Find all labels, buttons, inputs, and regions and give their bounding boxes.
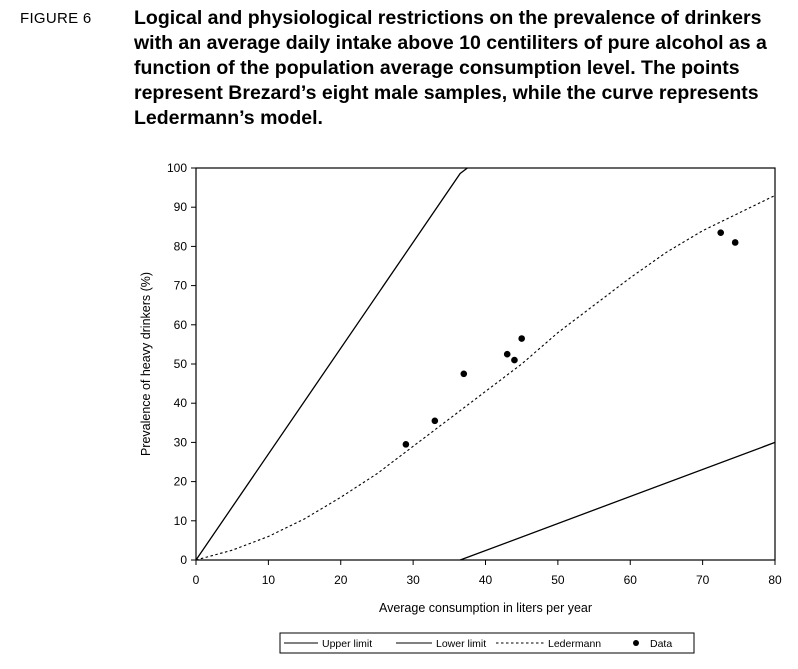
data-point bbox=[460, 370, 468, 378]
data-point bbox=[717, 229, 725, 236]
y-tick-label: 20 bbox=[174, 475, 188, 489]
data-point bbox=[431, 417, 439, 425]
legend-box bbox=[279, 632, 695, 654]
y-tick-label: 60 bbox=[174, 318, 188, 332]
data-point bbox=[511, 356, 518, 364]
lower-limit-line bbox=[459, 441, 776, 561]
x-tick-label: 40 bbox=[479, 573, 493, 587]
data-point bbox=[731, 239, 739, 246]
ledermann-line bbox=[195, 194, 776, 561]
data-point bbox=[518, 335, 525, 342]
data-point bbox=[402, 441, 410, 448]
upper-limit-line bbox=[195, 167, 468, 561]
chart-series bbox=[195, 167, 776, 561]
legend-label-upper-limit: Upper limit bbox=[322, 638, 372, 650]
y-tick-label: 30 bbox=[174, 435, 188, 449]
x-tick-label: 60 bbox=[624, 573, 638, 587]
legend-label-lower-limit: Lower limit bbox=[436, 638, 486, 650]
x-tick-label: 80 bbox=[768, 573, 782, 587]
y-tick-label: 70 bbox=[174, 279, 188, 293]
y-tick-label: 100 bbox=[167, 161, 187, 175]
y-tick-label: 40 bbox=[174, 396, 188, 410]
figure-caption: Logical and physiological restrictions o… bbox=[134, 7, 767, 129]
y-tick-label: 80 bbox=[174, 239, 188, 253]
x-tick-label: 0 bbox=[193, 573, 200, 587]
x-tick-label: 30 bbox=[406, 573, 420, 587]
y-axis-title: Prevalence of heavy drinkers (%) bbox=[139, 272, 153, 456]
chart-axes: 0 10 20 30 40 50 60 70 80 0 10 20 30 40 50 60 70 80 90 100 bbox=[167, 161, 782, 587]
legend-marker-data bbox=[633, 640, 639, 646]
data-point bbox=[503, 350, 511, 358]
legend-label-ledermann: Ledermann bbox=[548, 638, 601, 650]
y-tick-label: 90 bbox=[174, 200, 188, 214]
legend-label-data: Data bbox=[650, 638, 672, 650]
x-tick-label: 50 bbox=[551, 573, 565, 587]
y-tick-label: 50 bbox=[174, 357, 188, 371]
x-tick-label: 70 bbox=[696, 573, 710, 587]
x-tick-label: 10 bbox=[262, 573, 276, 587]
x-axis-title: Average consumption in liters per year bbox=[379, 601, 592, 615]
y-tick-label: 0 bbox=[180, 553, 187, 567]
plot-frame bbox=[195, 167, 776, 561]
x-tick-label: 20 bbox=[334, 573, 348, 587]
chart-legend: Upper limit Lower limit Ledermann Data bbox=[279, 632, 695, 654]
figure-label: FIGURE 6 bbox=[20, 10, 92, 27]
y-tick-label: 10 bbox=[174, 514, 188, 528]
